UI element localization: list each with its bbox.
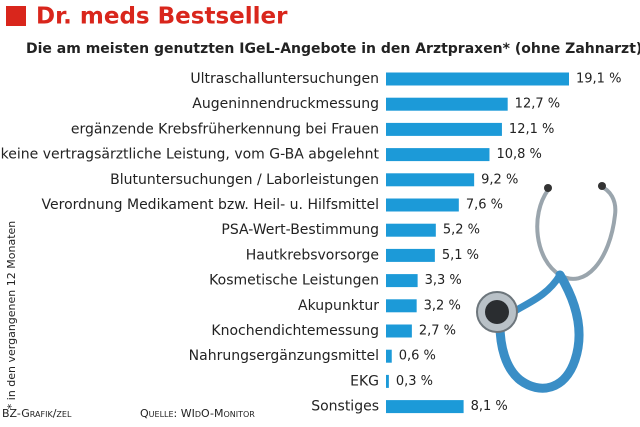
- bar: [386, 223, 436, 237]
- title-marker: [6, 6, 26, 26]
- category-label: ergänzende Krebsfrüherkennung bei Frauen: [71, 121, 379, 137]
- stethoscope-illustration: [476, 182, 618, 393]
- value-label: 12,7 %: [515, 97, 560, 112]
- bar: [386, 374, 389, 388]
- value-label: 3,3 %: [425, 273, 462, 288]
- value-label: 12,1 %: [509, 122, 554, 137]
- bar: [386, 173, 475, 187]
- category-label: Kosmetische Leistungen: [209, 273, 379, 289]
- bar: [386, 324, 412, 338]
- value-label: 2,7 %: [419, 324, 456, 339]
- category-label: Hautkrebsvorsorge: [246, 247, 379, 263]
- credit: BZ-Grafik/zel: [2, 407, 72, 420]
- value-label: 3,2 %: [424, 298, 461, 313]
- category-label: Knochendichtemessung: [211, 323, 379, 339]
- category-label: Blutuntersuchungen / Laborleistungen: [110, 172, 379, 188]
- bar: [386, 72, 569, 86]
- value-label: 0,3 %: [396, 374, 433, 389]
- category-label: EKG: [350, 373, 379, 389]
- value-label: 5,1 %: [442, 248, 479, 263]
- chart-title: Dr. meds Bestseller: [36, 4, 288, 30]
- value-label: 8,1 %: [471, 399, 508, 414]
- bar: [386, 248, 435, 262]
- chart-subtitle: Die am meisten genutzten IGeL-Angebote i…: [26, 41, 640, 57]
- bar: [386, 400, 464, 414]
- value-label: 19,1 %: [576, 72, 621, 87]
- bar: [386, 299, 417, 313]
- category-label: Akupunktur: [298, 298, 379, 314]
- category-label: keine vertragsärztliche Leistung, vom G-…: [1, 147, 380, 163]
- value-label: 10,8 %: [496, 147, 541, 162]
- category-label: Nahrungsergänzungsmittel: [189, 348, 379, 364]
- value-label: 9,2 %: [481, 172, 518, 187]
- footnote: * in den vergangenen 12 Monaten: [5, 221, 18, 410]
- bar: [386, 274, 418, 288]
- bar: [386, 122, 502, 136]
- category-label: Sonstiges: [311, 399, 379, 415]
- value-label: 7,6 %: [466, 198, 503, 213]
- category-label: Augeninnendruckmessung: [192, 96, 379, 112]
- category-label: PSA-Wert-Bestimmung: [221, 222, 379, 238]
- category-label: Ultraschalluntersuchungen: [190, 71, 379, 87]
- bar: [386, 349, 392, 363]
- category-label: Verordnung Medikament bzw. Heil- u. Hilf…: [42, 197, 379, 213]
- value-label: 0,6 %: [399, 349, 436, 364]
- bar: [386, 148, 490, 162]
- bar: [386, 198, 459, 212]
- bar: [386, 97, 508, 111]
- source: Quelle: WIdO-Monitor: [140, 407, 255, 420]
- value-label: 5,2 %: [443, 223, 480, 238]
